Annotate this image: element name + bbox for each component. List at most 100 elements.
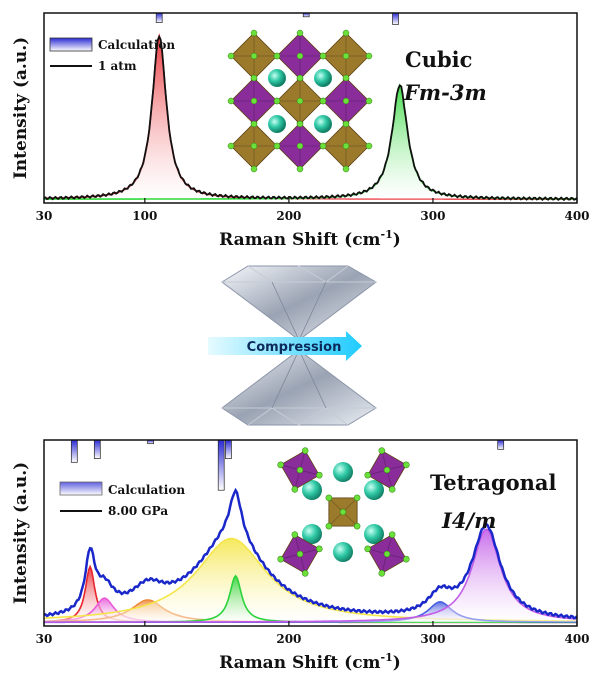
calculation-bar-0 (70, 439, 78, 463)
x-tick-label: 100 (132, 632, 157, 646)
calculation-bar-0 (155, 12, 163, 23)
halide-atom (383, 466, 391, 474)
peak-fills (43, 528, 578, 624)
halide-atom (378, 447, 386, 454)
halide-atom (301, 570, 309, 577)
halide-atom (296, 52, 304, 60)
halide-atom (388, 486, 396, 493)
halide-atom (403, 555, 410, 563)
legend-calculation-swatch (49, 37, 93, 52)
halide-atom (296, 466, 304, 474)
halide-atom (250, 29, 258, 37)
halide-atom (342, 142, 350, 150)
halide-atom (273, 97, 281, 105)
x-axis-title-close: ) (393, 653, 401, 673)
x-tick-label: 300 (420, 632, 445, 646)
tilted-octahedron (277, 447, 323, 493)
legend: Calculation 1 atm (49, 37, 175, 73)
halide-atom (383, 550, 391, 558)
cation-sphere (315, 70, 331, 86)
calculation-bar-1 (93, 439, 101, 459)
halide-atom (273, 52, 281, 60)
halide-atom (319, 97, 327, 105)
halide-atom (227, 52, 235, 60)
halide-atom (353, 494, 361, 502)
cation-sphere (333, 462, 353, 482)
halide-atom (250, 97, 258, 105)
x-tick-label: 100 (132, 209, 157, 223)
halide-atom (365, 142, 373, 150)
lower-diamond (221, 349, 377, 426)
x-axis-title-main: Raman Shift (cm (219, 653, 380, 673)
halide-atom (250, 142, 258, 150)
cation-sphere (364, 524, 384, 544)
calculation-lines (155, 12, 399, 25)
halide-atom (296, 550, 304, 558)
halide-atom (250, 52, 258, 60)
legend-calculation-label: Calculation (108, 483, 185, 497)
legend-calculation-swatch (59, 481, 103, 496)
halide-atom (388, 531, 396, 538)
lower-diamond-facets-2 (247, 407, 349, 426)
legend-8gpa-label: 8.00 GPa (108, 504, 168, 518)
cation-sphere (302, 480, 322, 500)
x-tick-label: 30 (36, 209, 53, 223)
halide-atom (296, 120, 304, 128)
halide-atom (342, 52, 350, 60)
x-ticks: 30 100 200 300 400 (36, 621, 590, 646)
halide-atom (301, 447, 309, 454)
halide-atom (342, 120, 350, 128)
x-tick-label: 400 (564, 209, 589, 223)
calculation-bar-2 (392, 12, 399, 25)
halide-atom (364, 471, 371, 479)
halide-atom (364, 545, 371, 553)
phase-name: Cubic (405, 47, 472, 72)
x-tick-label: 300 (420, 209, 445, 223)
tilted-octahedron (325, 494, 361, 530)
cation-sphere (302, 524, 322, 544)
x-tick-label: 200 (276, 209, 301, 223)
halide-atom (277, 555, 284, 563)
halide-atom (339, 508, 347, 516)
x-ticks: 30 100 200 300 400 (36, 198, 590, 223)
yellow-peak-fill (44, 538, 577, 623)
purple-peak-fill (44, 529, 577, 623)
calculation-bar-3 (217, 439, 225, 491)
halide-atom (296, 29, 304, 37)
halide-atom (319, 142, 327, 150)
calculation-bar-5 (497, 439, 505, 450)
legend-1atm-label: 1 atm (98, 59, 137, 73)
cation-sphere (269, 70, 285, 86)
plot-frame (43, 12, 578, 204)
purple-peak (44, 528, 578, 623)
halide-atom (250, 74, 258, 82)
space-group: Fm-3m (403, 80, 487, 105)
cation-sphere (315, 116, 331, 132)
x-axis-title-close: ) (393, 230, 401, 250)
halide-atom (342, 74, 350, 82)
x-axis-title-sup: -1 (381, 651, 393, 664)
halide-atom (273, 142, 281, 150)
halide-atom (403, 461, 410, 469)
compression-label: Compression (247, 340, 342, 355)
x-axis-title: Raman Shift (cm-1) (219, 228, 401, 250)
halide-atom (342, 165, 350, 173)
x-tick-label: 200 (276, 632, 301, 646)
halide-atom (319, 52, 327, 60)
cation-sphere (333, 542, 353, 562)
tilted-octahedron (364, 531, 410, 577)
tetragonal-crystal-structure-icon (277, 447, 410, 577)
compression-arrow: Compression (208, 331, 362, 361)
measured-spectrum-1atm (44, 34, 578, 202)
halide-atom (325, 494, 333, 502)
halide-atom (325, 522, 333, 530)
upper-diamond-facets-2 (247, 265, 349, 283)
halide-atom (316, 471, 323, 479)
halide-atom (296, 97, 304, 105)
diamond-anvil-cell-icon (221, 265, 377, 426)
tilted-octahedron (364, 447, 410, 493)
halide-atom (353, 522, 361, 530)
cation-sphere (364, 480, 384, 500)
x-axis-title-sup: -1 (381, 228, 393, 241)
